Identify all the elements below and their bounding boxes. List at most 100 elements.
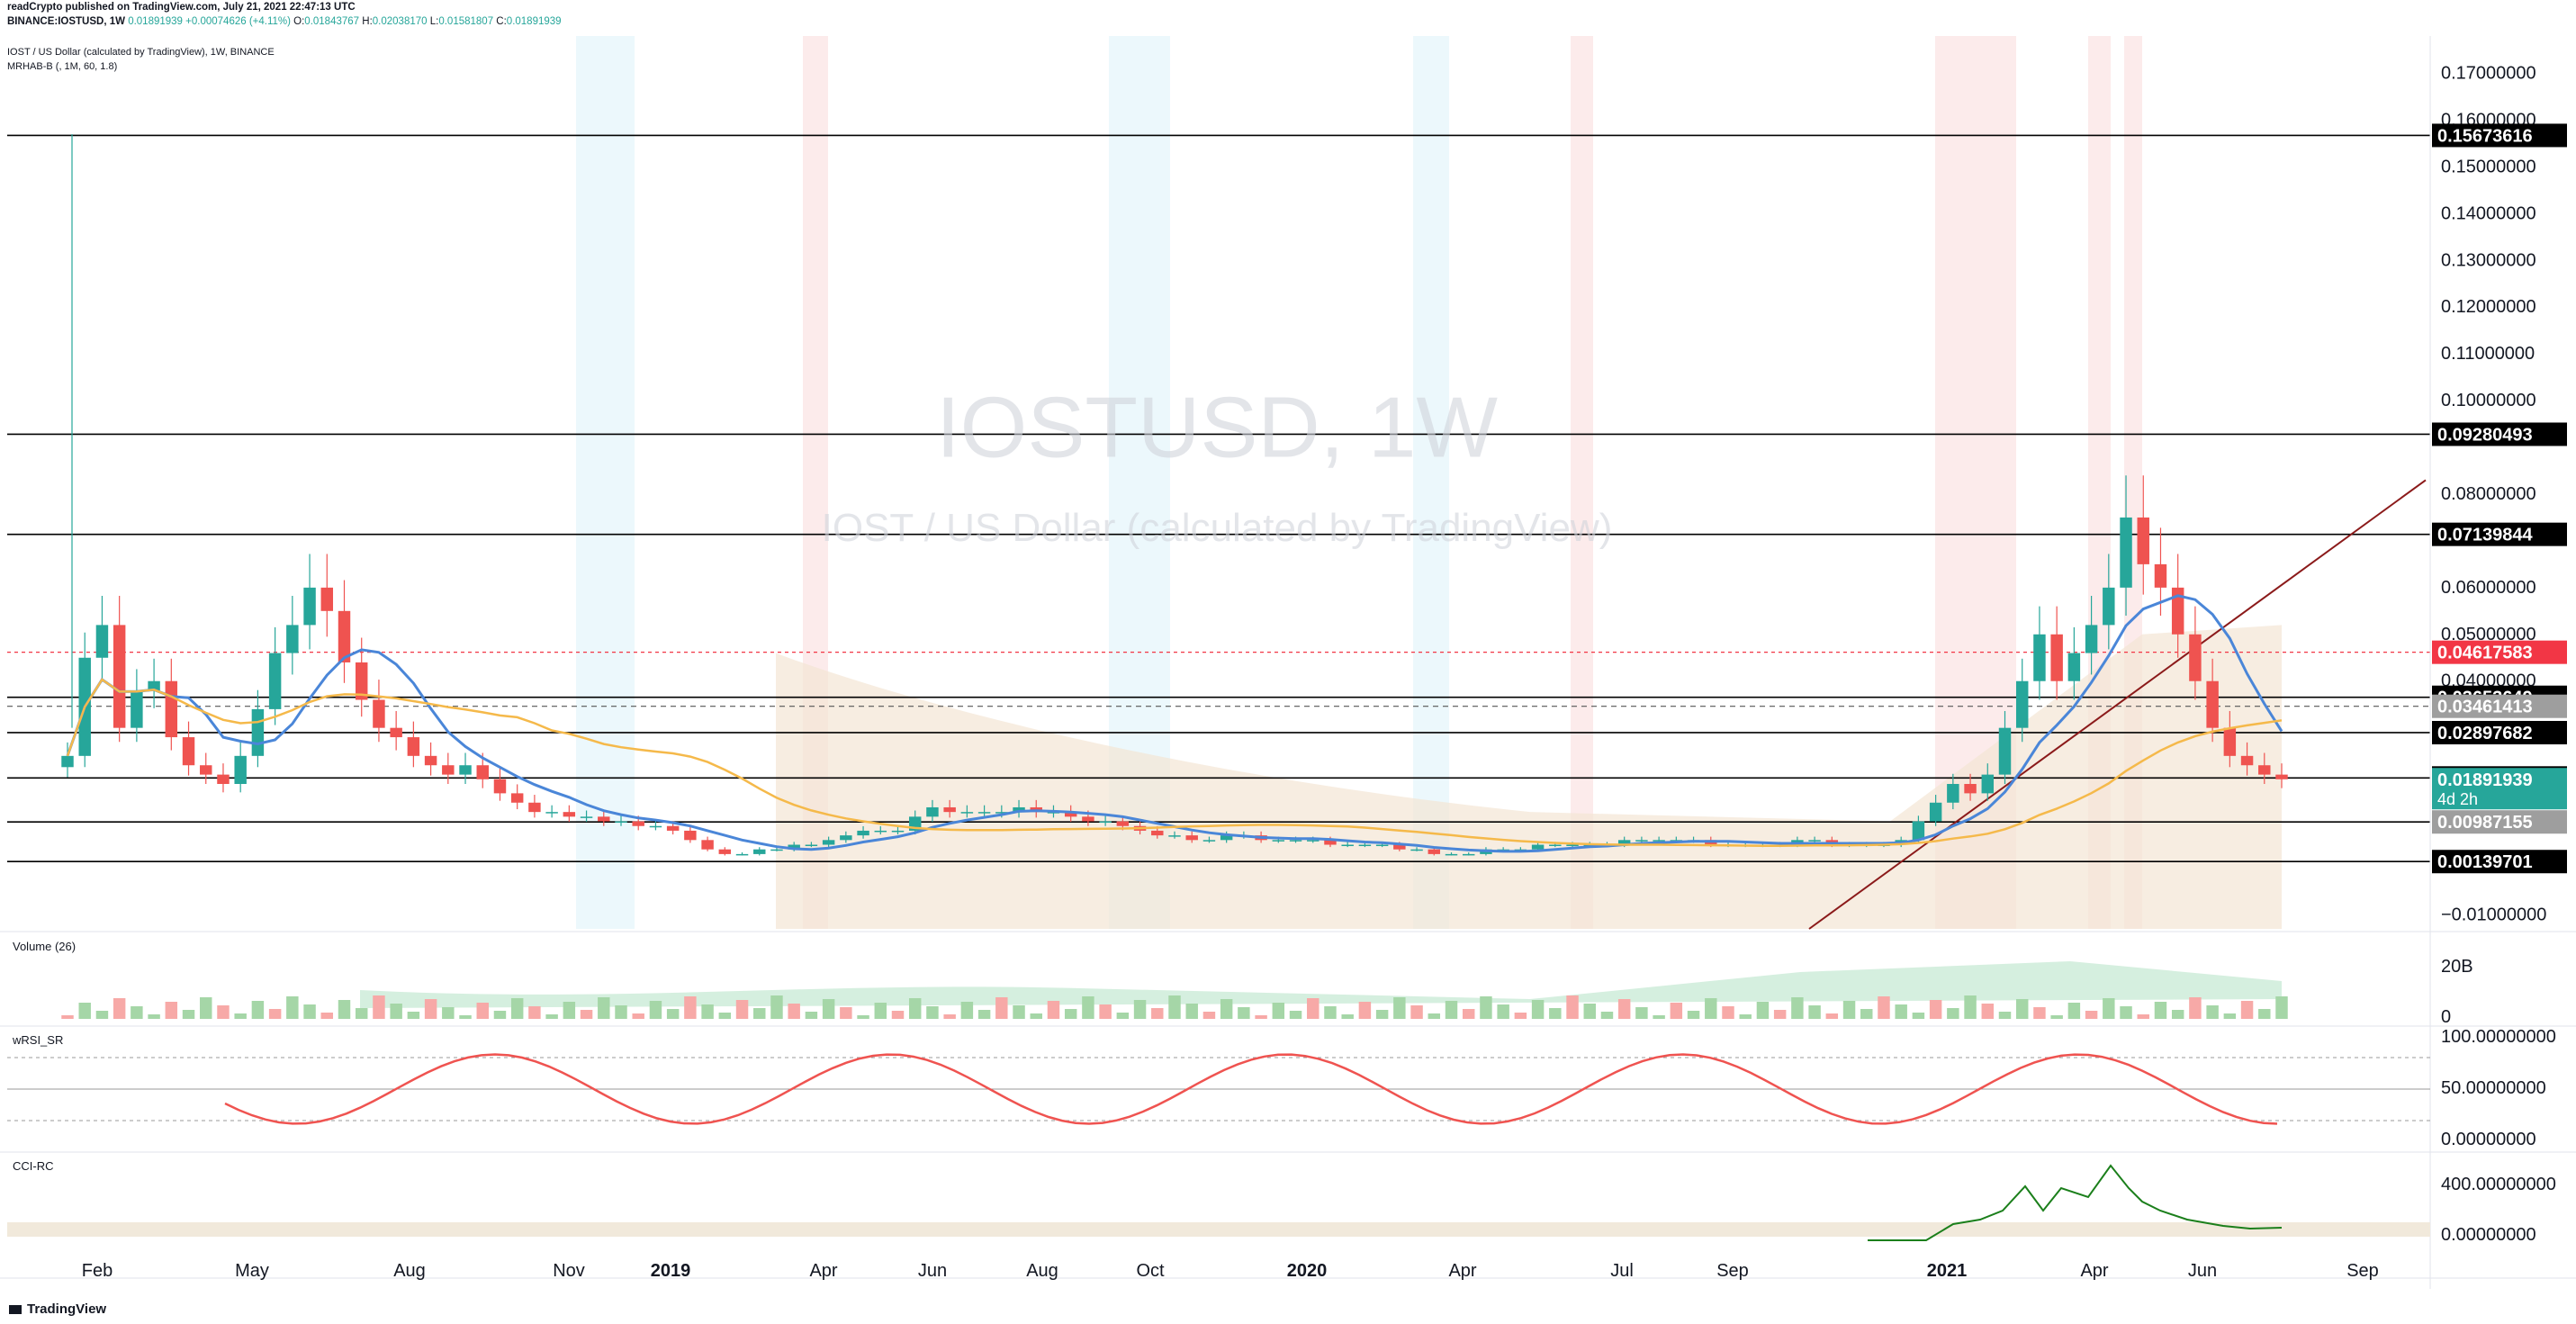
candle-body — [684, 830, 697, 841]
volume-bar — [1116, 1013, 1130, 1019]
time-axis-tick: Apr — [2080, 1261, 2108, 1281]
volume-bar — [1030, 1013, 1042, 1019]
volume-bar — [320, 1013, 334, 1019]
volume-bar — [442, 1007, 455, 1019]
volume-bar — [1670, 1003, 1683, 1019]
price-axis-tick: 0.08000000 — [2441, 484, 2536, 504]
candle-body — [649, 825, 662, 828]
candle-body — [891, 830, 905, 833]
candle-body — [563, 812, 576, 817]
candle-body — [528, 802, 541, 813]
volume-bar — [563, 1002, 576, 1019]
candle-body — [1964, 783, 1977, 794]
volume-bar — [822, 999, 835, 1019]
volume-bar — [1617, 999, 1631, 1019]
volume-bar — [1064, 1009, 1077, 1019]
volume-bar — [615, 1005, 627, 1019]
price-label-text: 0.03461413 — [2437, 698, 2533, 717]
legend-title[interactable]: IOST / US Dollar (calculated by TradingV… — [7, 47, 275, 58]
candle-body — [943, 806, 956, 813]
candle-body — [217, 774, 230, 784]
volume-bar — [684, 996, 697, 1019]
candle-body — [1341, 844, 1354, 847]
candle-body — [1289, 840, 1302, 842]
volume-bar — [200, 997, 212, 1019]
volume-bar — [1929, 1000, 1942, 1019]
rsi-axis-tick: 100.00000000 — [2441, 1027, 2556, 1047]
time-axis-tick: Jun — [2188, 1261, 2217, 1281]
volume-bar — [2171, 1010, 2184, 1019]
volume-bar — [1289, 1011, 1302, 1019]
volume-bar — [1082, 996, 1094, 1019]
orange-ma-line — [66, 678, 2283, 847]
volume-bar — [1324, 1006, 1337, 1019]
candle-body — [1912, 821, 1925, 841]
candle-body — [805, 844, 818, 847]
time-axis-tick: 2019 — [651, 1261, 691, 1281]
volume-bar — [1202, 1012, 1216, 1019]
volume-bar — [1791, 997, 1804, 1019]
volume-bar — [1653, 1015, 1665, 1019]
candle-body — [960, 812, 974, 814]
candle-body — [1358, 844, 1372, 847]
cci-zero-band — [7, 1222, 2430, 1237]
candle-body — [442, 765, 455, 775]
candle-body — [200, 765, 212, 775]
volume-bar — [1099, 1004, 1112, 1019]
candle-body — [182, 737, 195, 766]
price-label — [2432, 694, 2567, 718]
time-axis-tick: Nov — [553, 1261, 585, 1281]
rsi-axis-tick: 0.00000000 — [2441, 1130, 2536, 1149]
candle-body — [1549, 844, 1562, 847]
volume-bar — [1445, 1001, 1458, 1019]
price-axis-tick: 0.10000000 — [2441, 391, 2536, 410]
volume-ma-band — [360, 961, 2282, 1008]
change: +0.00074626 (+4.11%) — [185, 16, 291, 27]
volume-bar — [234, 1013, 247, 1019]
candle-body — [148, 680, 160, 691]
candle-body — [303, 587, 316, 626]
candle-body — [1929, 802, 1942, 822]
rsi-line — [224, 1053, 2278, 1125]
volume-bar — [2206, 1005, 2219, 1019]
volume-bar — [1705, 998, 1717, 1019]
candle-body — [95, 625, 109, 658]
candle-body — [1099, 821, 1112, 824]
candle-body — [1116, 821, 1130, 826]
volume-bar — [1878, 996, 1890, 1019]
candle-body — [598, 816, 610, 822]
volume-bar — [580, 1010, 593, 1019]
volume-bar — [355, 1008, 368, 1019]
time-axis-tick: Feb — [82, 1261, 113, 1281]
cci-line — [1868, 1164, 2283, 1241]
price-label-text: 0.00139701 — [2437, 852, 2533, 872]
volume-bar — [1307, 998, 1320, 1019]
volume-bar — [1185, 1004, 1198, 1019]
volume-bar — [182, 1010, 195, 1019]
volume-bar — [407, 1012, 420, 1019]
candle-body — [1220, 835, 1233, 841]
candle-body — [338, 610, 351, 662]
price-label — [2432, 810, 2567, 834]
candle-body — [1617, 840, 1631, 845]
candle-body — [493, 779, 507, 794]
volume-bar — [943, 1014, 956, 1019]
candle-body — [1531, 844, 1545, 850]
candle-body — [1047, 812, 1060, 814]
candle-body — [2137, 517, 2149, 564]
time-axis-tick: Sep — [1716, 1261, 1749, 1281]
indicator-legend[interactable]: MRHAB-B (, 1M, 60, 1.8) — [7, 61, 118, 72]
candle-body — [840, 835, 852, 841]
publisher-line: readCrypto published on TradingView.com,… — [7, 2, 356, 13]
volume-bar — [1825, 1013, 1839, 1019]
volume-bar — [2137, 1014, 2149, 1019]
candle-body — [1151, 830, 1164, 836]
volume-bar — [2275, 996, 2288, 1019]
volume-bar — [632, 1013, 644, 1019]
volume-bar — [788, 1004, 800, 1019]
volume-bar — [1998, 1012, 2012, 1019]
time-axis-tick: Jun — [918, 1261, 947, 1281]
candle-body — [1272, 840, 1285, 842]
candle-body — [2067, 653, 2081, 681]
